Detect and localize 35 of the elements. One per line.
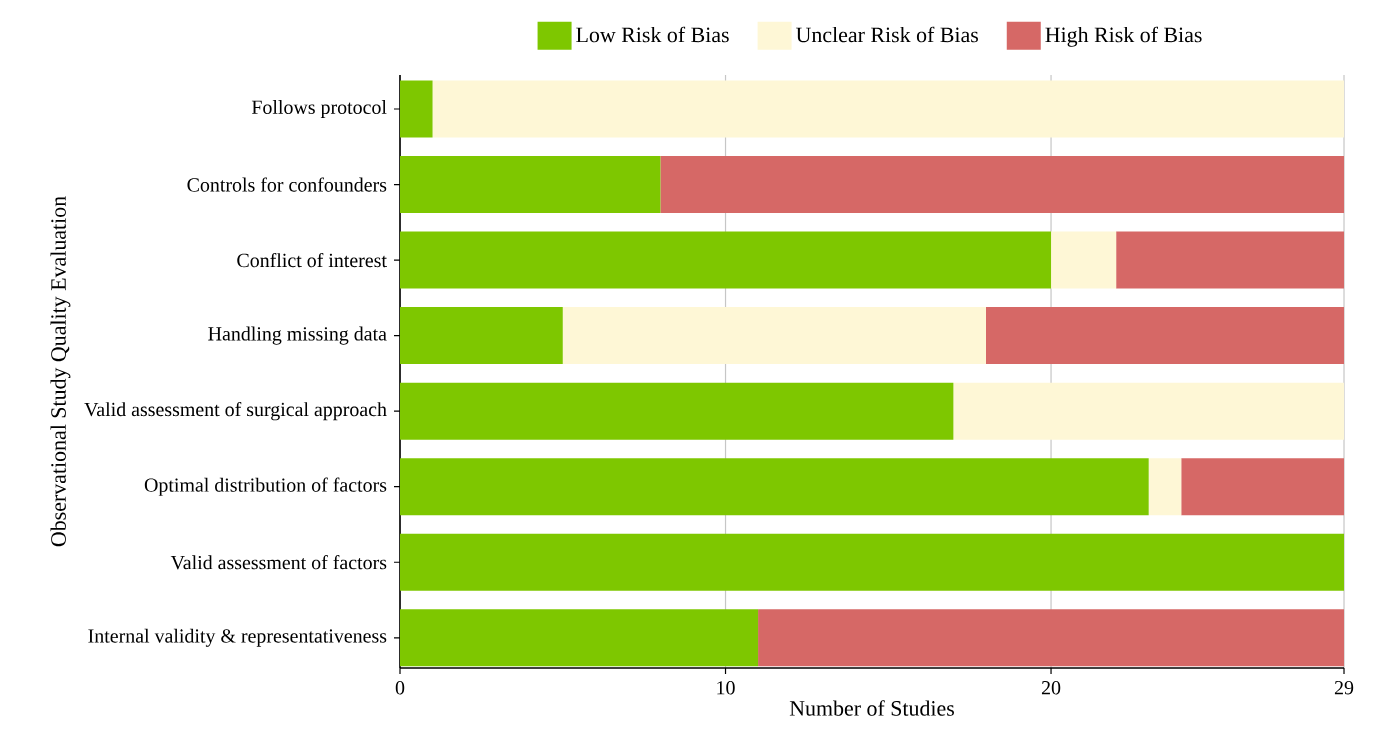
bar [1051,231,1117,289]
bar [562,307,986,365]
y-tick-label: Follows protocol [251,99,387,119]
y-tick-label: Optimal distribution of factors [144,477,387,496]
bar [1181,458,1345,516]
legend-label: Low Risk of Bias [576,26,729,43]
bar [400,382,954,440]
legend-label: Unclear Risk of Bias [796,26,978,43]
y-axis-title: Observational Study Quality Evaluation [50,196,71,547]
y-tick-label: Conflict of interest [237,252,387,268]
bar [985,307,1345,365]
bar [400,307,563,365]
bar [1116,231,1345,289]
x-tick-label: 0 [395,681,405,695]
y-tick-label: Internal validity & representativeness [88,628,387,647]
x-tick-label: 20 [1041,681,1061,695]
y-tick-label: Valid assessment of factors [170,555,387,570]
y-tick-label: Controls for confounders [187,177,387,192]
y-tick-label: Handling missing data [208,326,387,345]
bar [660,156,1345,214]
bar [400,458,1149,516]
x-tick-label: 29 [1334,681,1354,695]
bar [400,80,433,138]
bar [400,156,661,214]
bar [400,231,1052,289]
bar [432,80,1345,138]
bar [758,609,1345,667]
bar [1148,458,1182,516]
legend-label: High Risk of Bias [1045,26,1202,47]
bar [400,533,1345,591]
y-tick-label: Valid assessment of surgical approach [84,401,387,421]
bar [953,382,1345,440]
x-axis-title: Number of Studies [789,700,954,716]
bar [400,609,759,667]
x-tick-label: 10 [717,681,735,695]
